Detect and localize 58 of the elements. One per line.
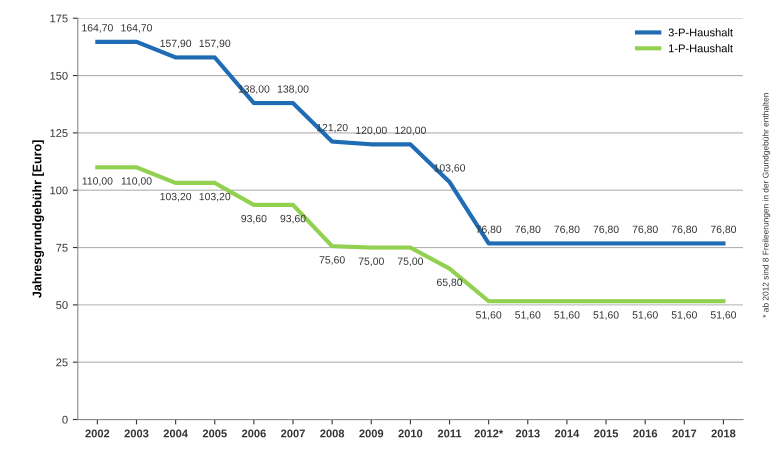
x-tick-label: 2011 bbox=[438, 430, 462, 438]
data-label: 138,00 bbox=[278, 85, 309, 94]
x-tick-label: 2015 bbox=[594, 430, 618, 438]
data-label: 103,20 bbox=[160, 192, 192, 202]
data-label: 51,60 bbox=[515, 311, 540, 320]
data-label: 164,70 bbox=[121, 24, 152, 33]
data-label: 76,80 bbox=[672, 226, 697, 234]
y-tick-label: 50 bbox=[56, 301, 68, 310]
y-tick-label: 150 bbox=[50, 72, 68, 80]
data-label: 51,60 bbox=[632, 311, 658, 320]
x-tick-label: 2002 bbox=[85, 430, 110, 438]
y-tick-label: 100 bbox=[50, 186, 68, 194]
data-label: 76,80 bbox=[632, 226, 658, 234]
data-label: 75,00 bbox=[358, 258, 384, 266]
x-tick-label: 2013 bbox=[516, 430, 540, 438]
x-tick-label: 2014 bbox=[554, 430, 580, 438]
data-label: 76,80 bbox=[554, 226, 580, 234]
y-tick-label: 175 bbox=[50, 14, 68, 22]
data-label: 51,60 bbox=[710, 311, 736, 320]
x-tick-label: 2004 bbox=[164, 430, 188, 438]
data-label: 51,60 bbox=[554, 311, 580, 320]
y-axis-title: Jahresgrundgebühr [Euro] bbox=[32, 140, 44, 298]
x-tick-label: 2018 bbox=[711, 430, 736, 438]
data-label: 103,20 bbox=[200, 192, 230, 202]
data-label: 120,00 bbox=[356, 126, 387, 136]
x-tick-label: 2008 bbox=[320, 430, 344, 438]
data-label: 76,80 bbox=[710, 226, 736, 234]
y-tick-label: 75 bbox=[56, 244, 68, 252]
y-tick-label: 125 bbox=[50, 129, 68, 138]
data-label: 75,60 bbox=[320, 256, 345, 265]
data-label: 76,80 bbox=[594, 226, 619, 234]
legend-label: 3-P-Haushalt bbox=[668, 28, 733, 36]
x-tick-label: 2006 bbox=[242, 430, 266, 438]
x-tick-label: 2003 bbox=[124, 430, 148, 438]
data-label: 75,00 bbox=[398, 258, 424, 266]
legend-label: 1-P-Haushalt bbox=[668, 44, 733, 52]
x-tick-label: 2010 bbox=[398, 430, 422, 438]
data-label: 110,00 bbox=[82, 177, 113, 186]
data-label: 76,80 bbox=[515, 226, 540, 234]
y-tick-label: 25 bbox=[56, 358, 68, 366]
x-tick-label: 2016 bbox=[633, 430, 658, 438]
data-label: 110,00 bbox=[122, 177, 152, 186]
text: * ab 2012 sind 8 Freileerungen in der Grundgebühr enthalten bbox=[762, 93, 770, 318]
data-label: 51,60 bbox=[672, 311, 697, 320]
data-label: 164,70 bbox=[82, 24, 113, 33]
x-tick-label: 2017 bbox=[672, 430, 696, 438]
data-label: 51,60 bbox=[593, 311, 619, 320]
data-label: 93,60 bbox=[241, 214, 267, 224]
x-tick-label: 2012* bbox=[474, 430, 504, 438]
data-label: 157,90 bbox=[160, 40, 192, 48]
data-label: 51,60 bbox=[476, 311, 502, 320]
x-tick-label: 2009 bbox=[359, 430, 384, 438]
data-label: 120,00 bbox=[395, 126, 426, 136]
x-tick-label: 2005 bbox=[202, 430, 227, 438]
data-label: 65,80 bbox=[437, 278, 462, 288]
x-tick-label: 2007 bbox=[281, 430, 305, 438]
data-label: 157,90 bbox=[200, 40, 230, 48]
y-tick-label: 0 bbox=[62, 416, 68, 424]
